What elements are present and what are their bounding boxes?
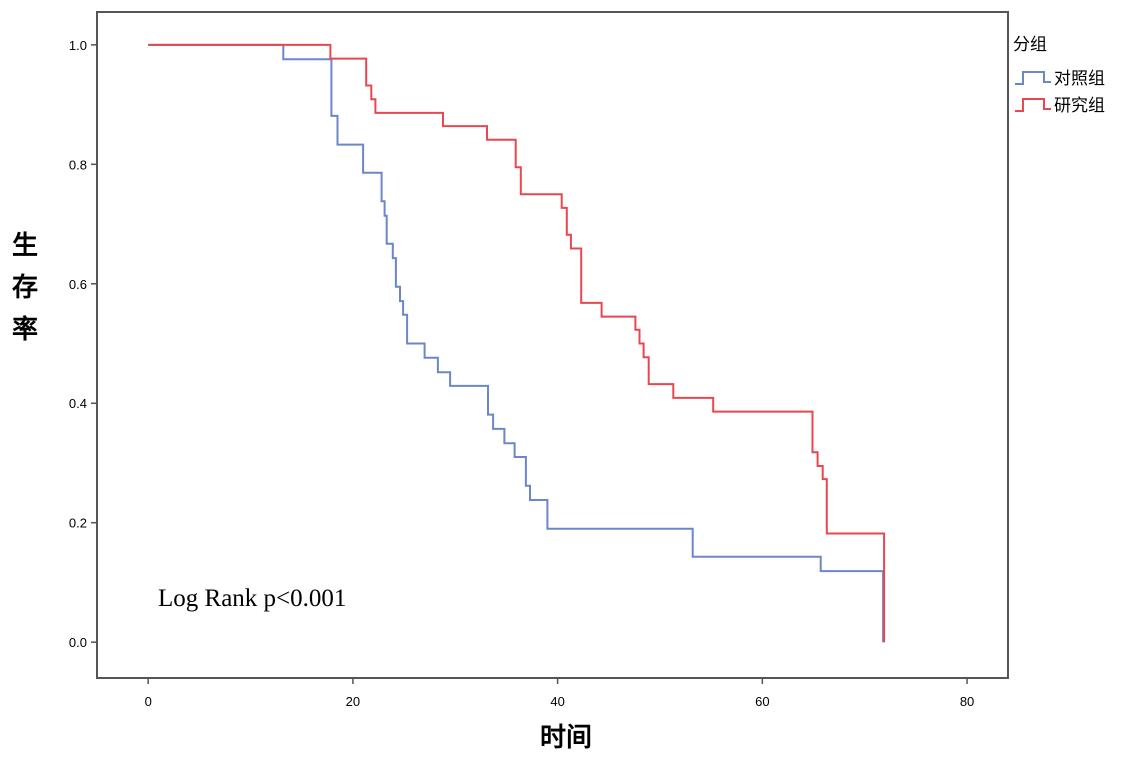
y-tick-label: 0.4 — [69, 396, 87, 411]
legend-key-1 — [1015, 71, 1051, 85]
y-tick-label: 0.2 — [69, 516, 87, 531]
series-line-2 — [148, 43, 886, 643]
log-rank-annotation: Log Rank p<0.001 — [158, 585, 346, 612]
x-tick-label: 80 — [960, 694, 974, 709]
y-tick-label: 0.8 — [69, 157, 87, 172]
y-tick-label: 0.0 — [69, 635, 87, 650]
y-tick-label: 1.0 — [69, 38, 87, 53]
series-layer — [148, 43, 886, 643]
y-tick-label: 0.6 — [69, 277, 87, 292]
y-axis-ticks: 0.0 0.2 0.4 0.6 0.8 1.0 — [69, 38, 97, 650]
y-axis-title: 生存率 — [12, 231, 38, 345]
x-tick-label: 0 — [145, 694, 152, 709]
legend-title: 分组 — [1013, 35, 1047, 55]
series-line-1 — [148, 43, 885, 643]
legend-label-2: 研究组 — [1054, 96, 1105, 116]
y-axis-title-char: 率 — [12, 314, 38, 345]
legend-label-1: 对照组 — [1054, 69, 1105, 89]
x-axis-ticks: 0 20 40 60 80 — [145, 678, 974, 709]
x-tick-label: 60 — [755, 694, 769, 709]
x-tick-label: 20 — [346, 694, 360, 709]
x-tick-label: 40 — [550, 694, 564, 709]
y-axis-title-char: 存 — [12, 273, 38, 303]
plot-frame — [96, 11, 1009, 679]
legend-key-2 — [1015, 98, 1051, 112]
y-axis-title-char: 生 — [12, 231, 38, 261]
x-axis-title: 时间 — [540, 723, 592, 753]
